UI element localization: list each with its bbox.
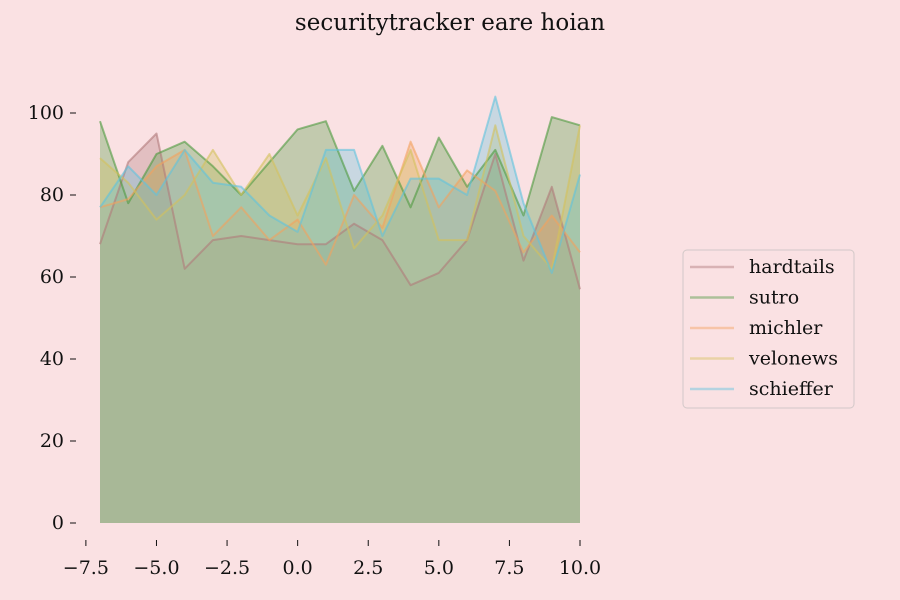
x-tick-label: −2.5 [204, 557, 250, 579]
legend: hardtails sutro michler velonews schieffer [682, 249, 855, 409]
y-tick-label: 80 [40, 184, 64, 206]
y-tick-label: 100 [28, 102, 64, 124]
x-tick-label: 7.5 [494, 557, 524, 579]
y-tick-label: 20 [40, 430, 64, 452]
line-sutro [99, 116, 581, 217]
line-velonews [99, 124, 581, 270]
legend-label-sutro: sutro [749, 287, 799, 309]
legend-label-hardtails: hardtails [749, 256, 835, 278]
line-michler [99, 140, 581, 266]
x-tick-label: −5.0 [133, 557, 179, 579]
line-schieffer [99, 95, 581, 274]
y-axis: 0 20 40 60 80 100 [28, 102, 76, 534]
area-michler [100, 141, 580, 523]
legend-box [682, 249, 855, 409]
x-tick-label: 2.5 [353, 557, 383, 579]
series-lines [99, 95, 581, 290]
x-tick-label: 0.0 [283, 557, 313, 579]
series-areas [100, 96, 580, 524]
legend-label-michler: michler [749, 317, 823, 339]
legend-label-schieffer: schieffer [749, 378, 834, 400]
legend-label-velonews: velonews [748, 348, 838, 370]
area-schieffer [100, 96, 580, 523]
chart-title: securitytracker eare hoian [295, 10, 605, 36]
area-sutro [100, 117, 580, 523]
area-velonews [100, 125, 580, 524]
area-hardtails [100, 133, 580, 523]
y-tick-label: 40 [40, 348, 64, 370]
x-tick-label: 5.0 [424, 557, 454, 579]
x-tick-label: −7.5 [63, 557, 109, 579]
x-axis: −7.5 −5.0 −2.5 0.0 2.5 5.0 7.5 10.0 [63, 540, 601, 579]
line-hardtails [99, 132, 581, 290]
y-tick-label: 60 [40, 266, 64, 288]
x-tick-label: 10.0 [559, 557, 601, 579]
y-tick-label: 0 [52, 512, 64, 534]
